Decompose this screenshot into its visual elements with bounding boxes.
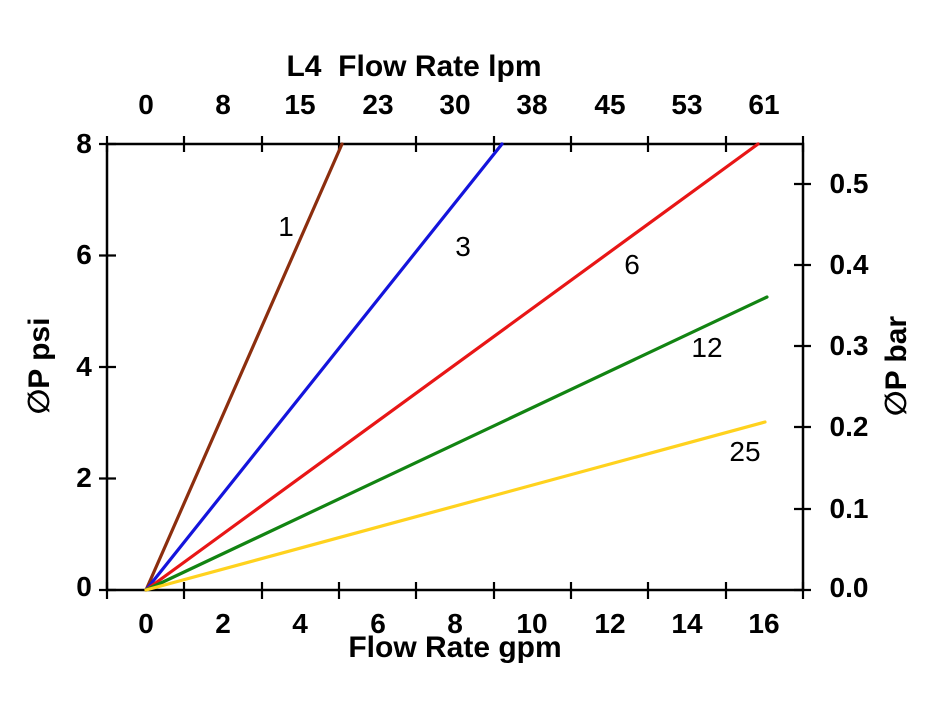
- top-tick-label: 30: [439, 89, 471, 120]
- left-tick-label: 2: [76, 462, 92, 493]
- bottom-tick-label: 12: [594, 608, 626, 639]
- series-label-1: 1: [278, 211, 294, 242]
- series-label-3: 3: [455, 231, 471, 262]
- top-tick-label: 53: [671, 89, 703, 120]
- bottom-tick-label: 10: [516, 608, 548, 639]
- top-tick-label: 23: [362, 89, 394, 120]
- left-tick-label: 0: [76, 571, 92, 602]
- top-tick-label: 38: [516, 89, 548, 120]
- top-tick-label: 0: [138, 89, 154, 120]
- bottom-tick-label: 2: [215, 608, 231, 639]
- right-tick-label: 0.2: [829, 411, 869, 442]
- top-tick-label: 45: [594, 89, 626, 120]
- left-tick-label: 4: [76, 351, 92, 382]
- right-tick-label: 0.1: [829, 493, 869, 524]
- right-axis-title: ∅P bar: [880, 315, 913, 417]
- right-tick-label: 0.3: [829, 330, 869, 361]
- top-tick-label: 15: [284, 89, 316, 120]
- right-tick-label: 0.4: [829, 249, 869, 280]
- series-line-1: [144, 142, 344, 592]
- bottom-tick-label: 8: [447, 608, 463, 639]
- top-axis-title: L4 Flow Rate lpm: [286, 50, 542, 83]
- right-tick-label: 0.0: [829, 572, 869, 603]
- plot-box: [105, 142, 805, 592]
- top-tick-label: 8: [215, 89, 231, 120]
- left-tick-label: 6: [76, 239, 92, 270]
- top-tick-label: 61: [748, 89, 780, 120]
- series-label-6: 6: [624, 249, 640, 280]
- left-axis-title: ∅P psi: [23, 317, 56, 415]
- series-line-6: [144, 142, 760, 592]
- bottom-tick-label: 0: [138, 608, 154, 639]
- bottom-tick-label: 6: [370, 608, 386, 639]
- series-line-12: [144, 295, 769, 592]
- left-tick-label: 8: [76, 128, 92, 159]
- series-line-25: [144, 420, 767, 592]
- bottom-axis-title: Flow Rate gpm: [348, 631, 562, 664]
- series-label-25: 25: [729, 436, 761, 467]
- bottom-tick-label: 16: [748, 608, 780, 639]
- right-axis-ticks: [794, 182, 811, 592]
- bottom-tick-label: 4: [292, 608, 308, 639]
- bottom-tick-label: 14: [671, 608, 703, 639]
- series-line-3: [144, 142, 504, 592]
- right-tick-label: 0.5: [829, 168, 869, 199]
- left-axis-ticks: [99, 142, 116, 592]
- series-label-12: 12: [691, 332, 723, 363]
